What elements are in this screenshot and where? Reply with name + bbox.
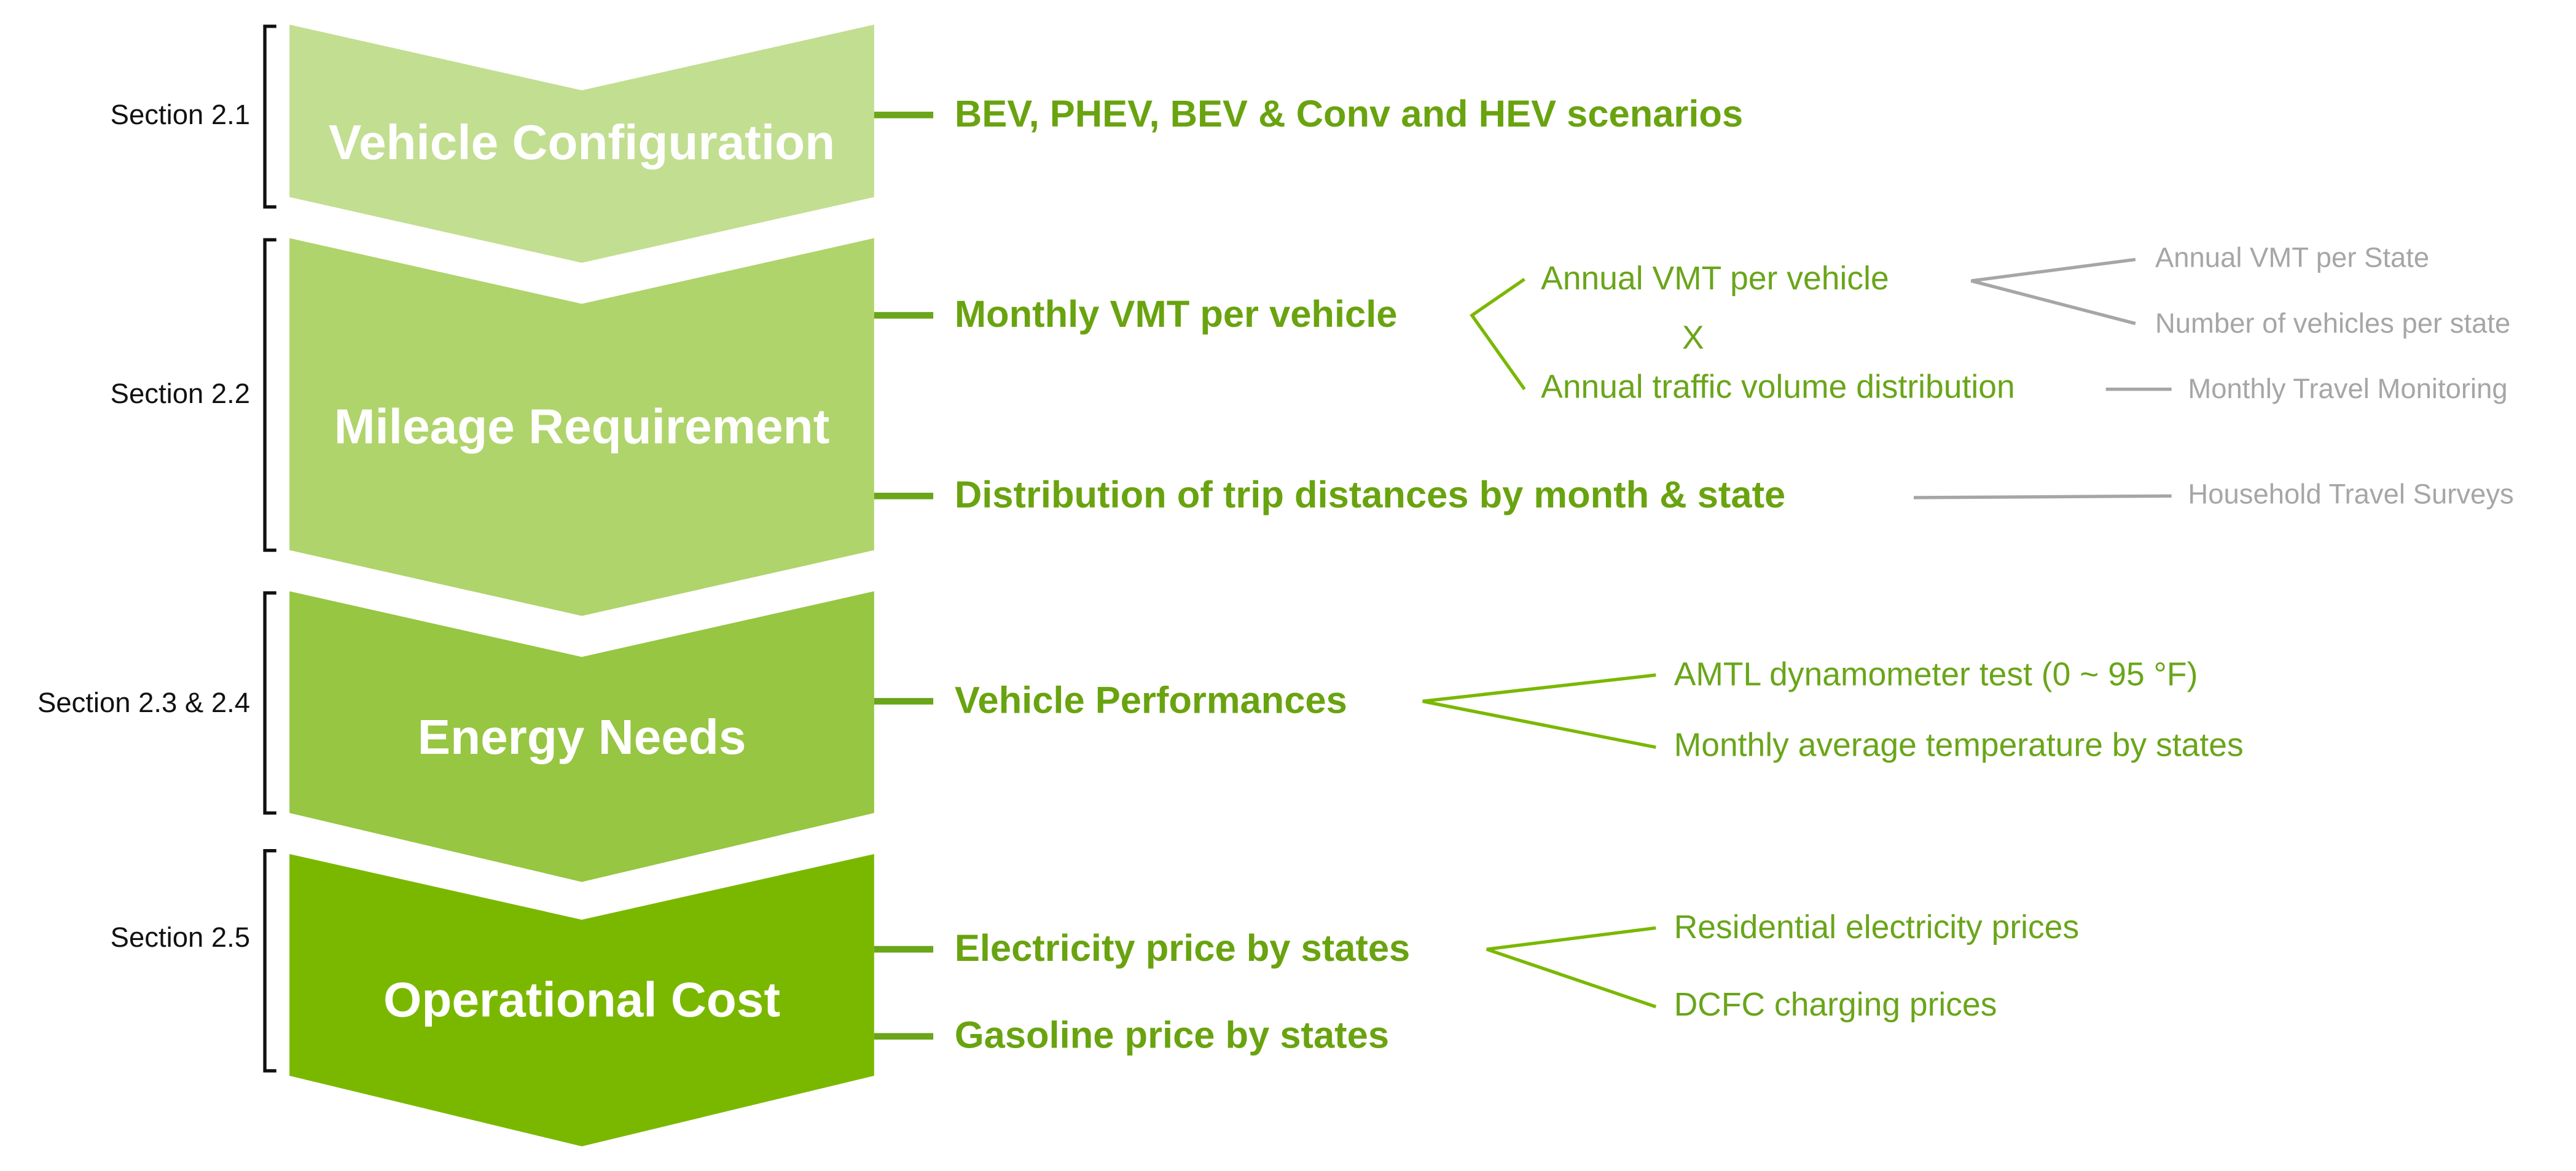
item: Monthly VMT per vehicle [955,293,1398,335]
section-label: Section 2.2 [111,378,250,409]
chevron [289,238,874,616]
branch-line [1970,257,2136,326]
item: Gasoline price by states [955,1014,1389,1057]
input: DCFC charging prices [1674,987,1997,1023]
input: Annual traffic volume distribution [1541,369,2015,405]
input: Residential electricity prices [1674,909,2080,946]
source: Number of vehicles per state [2155,307,2510,339]
input: AMTL dynamometer test (0 ~ 95 °F) [1674,656,2198,692]
bracket [263,25,276,209]
source: Monthly Travel Monitoring [2188,373,2507,404]
item: Vehicle Performances [955,679,1347,721]
bracket [263,238,276,552]
chevron [289,25,874,263]
section-label: Section 2.1 [111,99,250,130]
branch-line [1470,278,1526,391]
bracket [263,591,276,815]
section-label: Section 2.3 & 2.4 [37,687,250,718]
bracket [263,849,276,1073]
operator: X [1682,319,1704,356]
stage-title: Energy Needs [418,709,746,764]
item: Distribution of trip distances by month … [955,474,1785,516]
item: Electricity price by states [955,927,1410,969]
branch-line [1422,673,1656,749]
input: Monthly average temperature by states [1674,727,2244,763]
input: Annual VMT per vehicle [1541,260,1889,297]
section-label: Section 2.5 [111,922,250,953]
source-line [1913,494,2172,499]
source: Annual VMT per State [2155,241,2429,273]
chevron [289,854,874,1146]
stage-title: Vehicle Configuration [329,114,835,170]
stage-title: Operational Cost [383,972,780,1027]
branch-line [1486,926,1657,1009]
item: BEV, PHEV, BEV & Conv and HEV scenarios [955,93,1743,135]
chevron [289,591,874,882]
source: Household Travel Surveys [2188,478,2513,509]
stage-title: Mileage Requirement [334,399,830,454]
